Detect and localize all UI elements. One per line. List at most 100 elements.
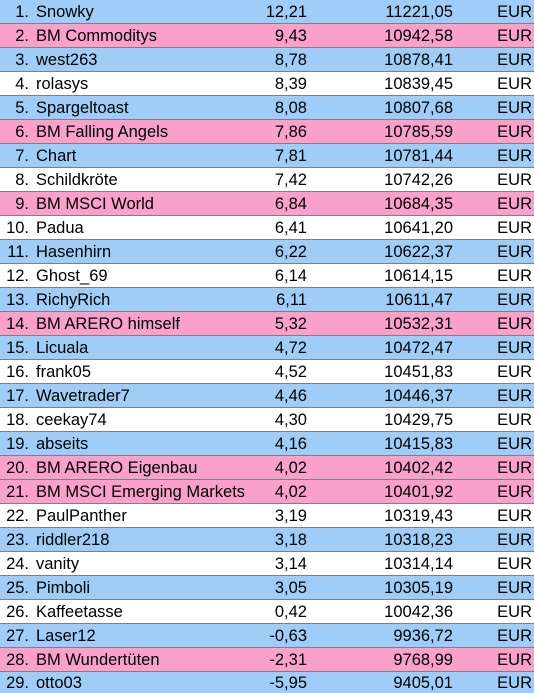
percent-cell: 6,14 [274, 267, 307, 285]
amount-cell: 10742,26 [384, 171, 453, 189]
currency-cell: EUR [497, 387, 532, 405]
amount-cell: 10415,83 [384, 435, 453, 453]
amount-cell: 10622,37 [384, 243, 453, 261]
name-cell: BM MSCI World [36, 195, 154, 213]
currency-cell: EUR [497, 75, 532, 93]
currency-cell: EUR [497, 674, 532, 692]
percent-cell: 3,05 [274, 579, 307, 597]
percent-cell: 4,02 [274, 459, 307, 477]
name-cell: Kaffeetasse [36, 603, 123, 621]
name-cell: rolasys [36, 75, 89, 93]
amount-cell: 10641,20 [384, 219, 453, 237]
amount-cell: 10451,83 [384, 363, 453, 381]
table-row: 27. Laser12 -0,63 9936,72 EUR [0, 624, 534, 648]
table-row: 20. BM ARERO Eigenbau 4,02 10402,42 EUR [0, 456, 534, 480]
percent-cell: 8,08 [274, 99, 307, 117]
name-cell: Wavetrader7 [36, 387, 130, 405]
name-cell: Ghost_69 [36, 267, 108, 285]
percent-cell: 4,30 [274, 411, 307, 429]
currency-cell: EUR [497, 507, 532, 525]
percent-cell: 5,32 [274, 315, 307, 333]
name-cell: Hasenhirn [36, 243, 112, 261]
name-cell: vanity [36, 555, 80, 573]
percent-cell: 8,78 [274, 51, 307, 69]
rank-cell: 26. [6, 603, 29, 621]
currency-cell: EUR [497, 27, 532, 45]
amount-cell: 10472,47 [384, 339, 453, 357]
amount-cell: 10318,23 [384, 531, 453, 549]
table-row: 17. Wavetrader7 4,46 10446,37 EUR [0, 384, 534, 408]
rank-cell: 25. [6, 579, 29, 597]
amount-cell: 10878,41 [384, 51, 453, 69]
table-row: 11. Hasenhirn 6,22 10622,37 EUR [0, 240, 534, 264]
rank-cell: 19. [6, 435, 29, 453]
currency-cell: EUR [497, 243, 532, 261]
currency-cell: EUR [497, 147, 532, 165]
amount-cell: 10785,59 [384, 123, 453, 141]
name-cell: BM Commoditys [36, 27, 158, 45]
percent-cell: 6,22 [274, 243, 307, 261]
table-row: 8. Schildkröte 7,42 10742,26 EUR [0, 168, 534, 192]
amount-cell: 10305,19 [384, 579, 453, 597]
table-row: 16. frank05 4,52 10451,83 EUR [0, 360, 534, 384]
currency-cell: EUR [497, 555, 532, 573]
currency-cell: EUR [497, 219, 532, 237]
name-cell: west263 [36, 51, 98, 69]
rank-cell: 11. [7, 243, 29, 261]
amount-cell: 10401,92 [384, 483, 453, 501]
rank-cell: 10. [6, 219, 29, 237]
table-row: 23. riddler218 3,18 10318,23 EUR [0, 528, 534, 552]
percent-cell: 12,21 [265, 3, 307, 21]
currency-cell: EUR [497, 411, 532, 429]
name-cell: BM Wundertüten [36, 651, 160, 669]
table-row: 13. RichyRich 6,11 10611,47 EUR [0, 288, 534, 312]
rank-cell: 2. [15, 27, 29, 45]
currency-cell: EUR [497, 603, 532, 621]
table-row: 18. ceekay74 4,30 10429,75 EUR [0, 408, 534, 432]
table-row: 24. vanity 3,14 10314,14 EUR [0, 552, 534, 576]
name-cell: Spargeltoast [36, 99, 129, 117]
percent-cell: 6,41 [274, 219, 307, 237]
name-cell: Licuala [36, 339, 89, 357]
rank-cell: 21. [6, 483, 29, 501]
table-row: 9. BM MSCI World 6,84 10684,35 EUR [0, 192, 534, 216]
rank-cell: 7. [15, 147, 29, 165]
table-row: 26. Kaffeetasse 0,42 10042,36 EUR [0, 600, 534, 624]
percent-cell: -2,31 [269, 651, 307, 669]
currency-cell: EUR [497, 99, 532, 117]
name-cell: frank05 [36, 363, 92, 381]
table-row: 15. Licuala 4,72 10472,47 EUR [0, 336, 534, 360]
amount-cell: 10614,15 [384, 267, 453, 285]
rank-cell: 13. [6, 291, 29, 309]
table-row: 7. Chart 7,81 10781,44 EUR [0, 144, 534, 168]
currency-cell: EUR [497, 51, 532, 69]
percent-cell: 7,81 [274, 147, 307, 165]
percent-cell: 6,11 [276, 291, 307, 309]
percent-cell: 4,72 [274, 339, 307, 357]
amount-cell: 10611,47 [385, 291, 453, 309]
name-cell: Snowky [36, 3, 94, 21]
percent-cell: 3,19 [274, 507, 307, 525]
percent-cell: 8,39 [274, 75, 307, 93]
table-row: 4. rolasys 8,39 10839,45 EUR [0, 72, 534, 96]
percent-cell: 4,52 [274, 363, 307, 381]
table-row: 1. Snowky 12,21 11221,05 EUR [0, 0, 534, 24]
amount-cell: 9768,99 [393, 651, 453, 669]
percent-cell: 4,02 [274, 483, 307, 501]
table-row: 6. BM Falling Angels 7,86 10785,59 EUR [0, 120, 534, 144]
name-cell: RichyRich [36, 291, 111, 309]
amount-cell: 10446,37 [384, 387, 453, 405]
rank-cell: 29. [6, 674, 29, 692]
name-cell: BM MSCI Emerging Markets [36, 483, 246, 501]
percent-cell: 6,84 [274, 195, 307, 213]
rank-cell: 17. [6, 387, 29, 405]
currency-cell: EUR [497, 339, 532, 357]
rank-cell: 5. [15, 99, 29, 117]
name-cell: ceekay74 [36, 411, 107, 429]
amount-cell: 10402,42 [384, 459, 453, 477]
table-row: 14. BM ARERO himself 5,32 10532,31 EUR [0, 312, 534, 336]
percent-cell: 9,43 [274, 27, 307, 45]
amount-cell: 9936,72 [393, 627, 453, 645]
table-row: 12. Ghost_69 6,14 10614,15 EUR [0, 264, 534, 288]
